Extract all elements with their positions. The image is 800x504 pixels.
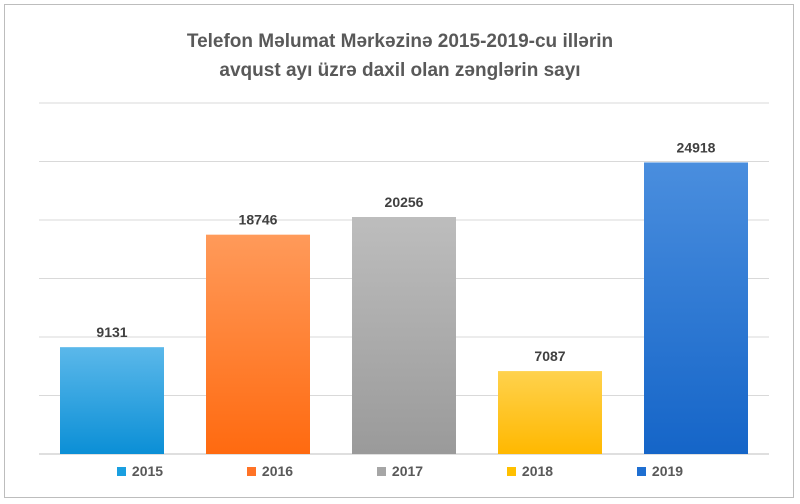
data-label-2015: 9131 [96,324,127,340]
chart-title-line-2: avqust ayı üzrə daxil olan zənglərin say… [219,60,581,81]
legend-swatch [376,466,386,476]
bar-chart: 9131 18746 20256 7087 24918 [39,102,769,455]
bar-2018 [498,371,602,454]
chart-title: Telefon Məlumat Mərkəzinə 2015-2019-cu i… [5,27,795,85]
legend-label: 2015 [131,463,164,479]
bar-2016 [206,234,310,454]
legend-label: 2017 [391,463,424,479]
legend-item-2017: 2017 [335,463,465,479]
bar-2017 [352,217,456,454]
legend-label: 2018 [521,463,554,479]
bar-2015 [60,347,164,454]
legend-label: 2019 [651,463,684,479]
data-label-2016: 18746 [239,212,278,228]
bars [60,162,748,454]
bar-2019 [644,162,748,454]
data-label-2017: 20256 [385,194,424,210]
legend-swatch [116,466,126,476]
legend-label: 2016 [261,463,294,479]
chart-title-line-1: Telefon Məlumat Mərkəzinə 2015-2019-cu i… [186,31,614,52]
data-label-2018: 7087 [534,348,565,364]
data-labels: 9131 18746 20256 7087 24918 [96,139,715,364]
legend-item-2018: 2018 [465,463,595,479]
legend-item-2016: 2016 [205,463,335,479]
legend-swatch [506,466,516,476]
chart-frame: Telefon Məlumat Mərkəzinə 2015-2019-cu i… [4,4,794,498]
legend-item-2015: 2015 [75,463,205,479]
legend-swatch [246,466,256,476]
legend: 2015 2016 2017 2018 2019 [5,463,795,479]
data-label-2019: 24918 [677,139,716,155]
legend-swatch [636,466,646,476]
legend-item-2019: 2019 [595,463,725,479]
